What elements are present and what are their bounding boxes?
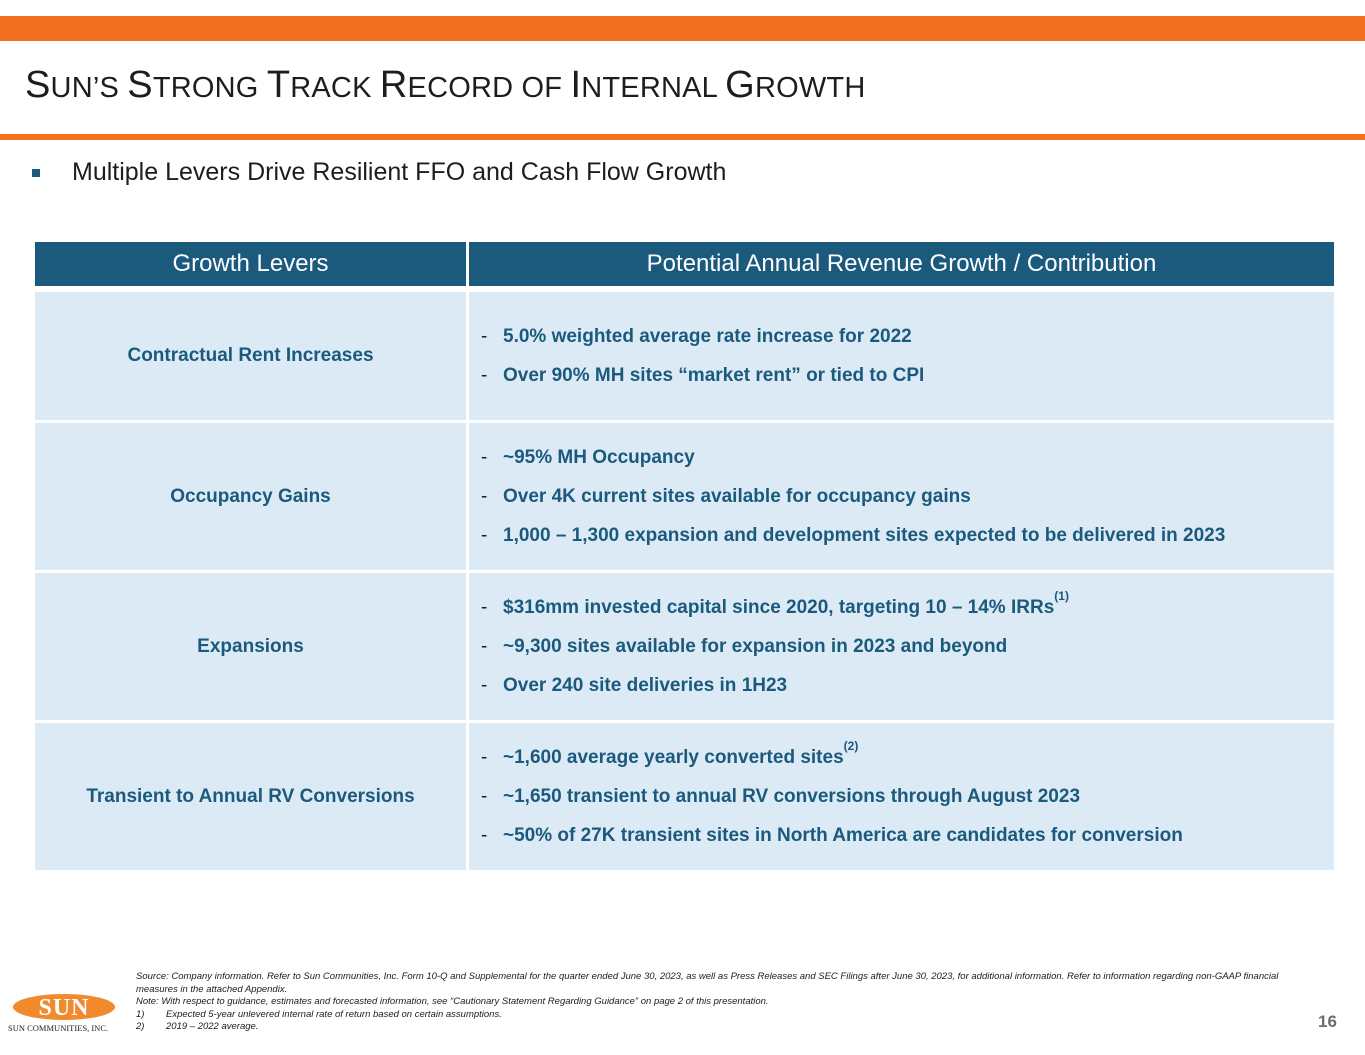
table-row: Transient to Annual RV Conversions - ~1,60…: [35, 720, 1334, 870]
title-cap-letter: S: [25, 64, 51, 106]
footnote-text: Expected 5-year unlevered internal rate …: [166, 1008, 502, 1020]
contribution-item: -5.0% weighted average rate increase for…: [481, 325, 1334, 348]
contribution-text: ~95% MH Occupancy: [503, 447, 695, 468]
dash-bullet-icon: -: [481, 326, 488, 347]
growth-levers-table: Growth Levers Potential Annual Revenue G…: [35, 242, 1334, 870]
title-small-caps: UN’S: [50, 72, 128, 104]
title-cap-letter: T: [266, 64, 291, 106]
contribution-text: Over 90% MH sites “market rent” or tied …: [503, 365, 925, 386]
source-note: Source: Company information. Refer to Su…: [136, 971, 1279, 995]
footnote-reference: (1): [1054, 589, 1069, 603]
footnote-text: 2019 – 2022 average.: [166, 1021, 259, 1033]
contribution-text: Over 4K current sites available for occu…: [503, 486, 971, 507]
table-row: Occupancy Gains - ~95% MH Occupancy - Over 4…: [35, 420, 1334, 570]
contribution-text: $316mm invested capital since 2020, targ…: [503, 597, 1055, 618]
sun-communities-logo: SUN SUN COMMUNITIES, INC.: [8, 994, 116, 1034]
contribution-text: 5.0% weighted average rate increase for …: [503, 326, 912, 347]
contribution-list: -5.0% weighted average rate increase for…: [469, 292, 1334, 420]
top-accent-bar: [0, 16, 1365, 41]
dash-bullet-icon: -: [481, 597, 488, 618]
footnote-number: 2): [136, 1021, 145, 1033]
table-body: Contractual Rent Increases -5.0% weighted…: [35, 286, 1334, 870]
contribution-item: - Over 240 site deliveries in 1H23: [481, 674, 1334, 697]
lever-name: Contractual Rent Increases: [35, 292, 469, 420]
title-small-caps: ECORD OF: [407, 72, 571, 104]
footnote-reference: (2): [843, 739, 859, 753]
contribution-item: - Over 4K current sites available for occ…: [481, 485, 1334, 508]
contribution-item: - ~9,300 sites available for expansion in…: [481, 635, 1334, 658]
contribution-item: - ~1,600 average yearly converted sites (2…: [481, 739, 1334, 769]
footnotes: Source: Company information. Refer to Su…: [136, 971, 1286, 1034]
dash-bullet-icon: -: [481, 486, 488, 507]
contribution-list: - ~1,600 average yearly converted sites (2…: [469, 723, 1334, 870]
dash-bullet-icon: -: [481, 675, 488, 696]
contribution-list: - $316mm invested capital since 2020, tar…: [469, 573, 1334, 720]
contribution-text: Over 240 site deliveries in 1H23: [503, 675, 788, 696]
contribution-list: - ~95% MH Occupancy - Over 4K current sites…: [469, 423, 1334, 570]
table-header: Growth Levers Potential Annual Revenue G…: [35, 242, 1334, 286]
contribution-item: - $316mm invested capital since 2020, tar…: [481, 589, 1334, 619]
contribution-text: ~50% of 27K transient sites in North Ame…: [503, 825, 1183, 846]
logo-tagline: SUN COMMUNITIES, INC.: [8, 1023, 109, 1033]
contribution-item: - ~50% of 27K transient sites in North Am…: [481, 824, 1334, 847]
contribution-item: -1,000 – 1,300 expansion and development…: [481, 524, 1334, 547]
title-small-caps: TRONG: [152, 72, 267, 104]
lever-name: Occupancy Gains: [35, 423, 469, 570]
contribution-text: 1,000 – 1,300 expansion and development …: [503, 525, 1226, 546]
contribution-text: ~1,600 average yearly converted sites: [503, 747, 844, 768]
dash-bullet-icon: -: [481, 447, 488, 468]
header-revenue-growth: Potential Annual Revenue Growth / Contri…: [646, 250, 1157, 277]
dash-bullet-icon: -: [481, 365, 488, 386]
contribution-item: - ~95% MH Occupancy: [481, 446, 1334, 469]
title-divider: [0, 134, 1365, 140]
contribution-text: ~1,650 transient to annual RV conversion…: [503, 786, 1081, 807]
headline-bullet: Multiple Levers Drive Resilient FFO and …: [32, 158, 726, 187]
dash-bullet-icon: -: [481, 636, 488, 657]
table-row: Contractual Rent Increases -5.0% weighted…: [35, 286, 1334, 420]
page-number: 16: [1318, 1012, 1337, 1031]
dash-bullet-icon: -: [481, 786, 488, 807]
header-growth-levers: Growth Levers: [35, 242, 469, 286]
title-cap-letter: R: [379, 64, 408, 106]
lever-name: Expansions: [35, 573, 469, 720]
title-cap-letter: S: [127, 64, 153, 106]
footnote-item: 2) 2019 – 2022 average.: [136, 1021, 1286, 1034]
footnote-item: 1) Expected 5-year unlevered internal ra…: [136, 1009, 1286, 1022]
title-cap-letter: I: [570, 64, 582, 106]
lever-name: Transient to Annual RV Conversions: [35, 723, 469, 870]
title-small-caps: NTERNAL: [581, 72, 726, 104]
contribution-text: ~9,300 sites available for expansion in …: [503, 636, 1008, 657]
title-cap-letter: G: [725, 64, 755, 106]
dash-bullet-icon: -: [481, 747, 488, 768]
table-row: Expansions - $316mm invested capital since…: [35, 570, 1334, 720]
title-small-caps: ROWTH: [754, 72, 866, 104]
guidance-note: Note: With respect to guidance, estimate…: [136, 996, 769, 1008]
page-title: SUN’S STRONG TRACK RECORD OF INTERNAL GR…: [25, 64, 865, 107]
sun-logo-oval-icon: [13, 994, 115, 1020]
footnote-number: 1): [136, 1008, 145, 1020]
contribution-item: - Over 90% MH sites “market rent” or tied…: [481, 364, 1334, 387]
title-small-caps: RACK: [290, 72, 380, 104]
logo-wordmark: SUN: [38, 995, 90, 1021]
headline-text: Multiple Levers Drive Resilient FFO and …: [72, 158, 727, 186]
square-bullet-icon: [32, 168, 40, 177]
contribution-item: - ~1,650 transient to annual RV conversio…: [481, 785, 1334, 808]
dash-bullet-icon: -: [481, 825, 488, 846]
dash-bullet-icon: -: [481, 525, 488, 546]
